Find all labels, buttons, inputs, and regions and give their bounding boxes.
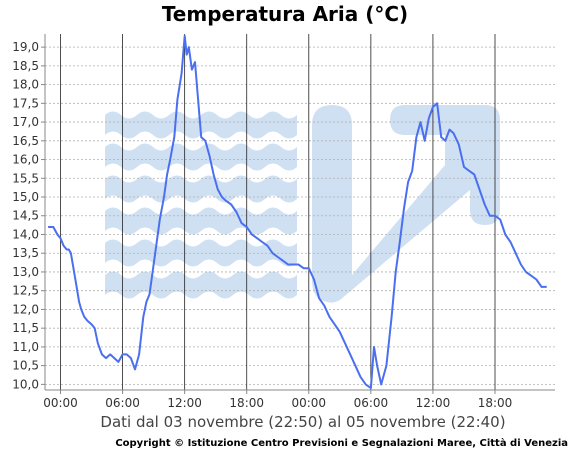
y-tick-label: 16,0 (12, 153, 39, 167)
x-tick-label: 06:00 (354, 396, 389, 410)
y-tick-label: 11,5 (12, 321, 39, 335)
y-tick-label: 10,5 (12, 359, 39, 373)
temperature-series (48, 34, 547, 390)
y-tick-label: 14,5 (12, 209, 39, 223)
x-tick-label: 00:00 (43, 396, 78, 410)
x-tick-label: 00:00 (291, 396, 326, 410)
watermark-check-shape (312, 105, 500, 303)
x-tick-label: 12:00 (416, 396, 451, 410)
x-axis-ticks: 00:00 06:00 12:00 18:00 00:00 06:00 12:00 18:00 (43, 390, 512, 410)
y-tick-label: 16,5 (12, 134, 39, 148)
series-line (48, 34, 547, 390)
y-tick-label: 14,0 (12, 227, 39, 241)
y-tick-label: 18,0 (12, 78, 39, 92)
watermark-wave (105, 207, 297, 235)
y-tick-label: 17,5 (12, 96, 39, 110)
y-tick-label: 15,5 (12, 171, 39, 185)
y-tick-label: 12,5 (12, 284, 39, 298)
vertical-gridlines (60, 34, 496, 390)
y-tick-label: 12,0 (12, 302, 39, 316)
y-tick-label: 11,0 (12, 340, 39, 354)
y-tick-label: 17,0 (12, 115, 39, 129)
y-tick-label: 15,0 (12, 190, 39, 204)
copyright-text: Copyright © Istituzione Centro Prevision… (115, 437, 568, 449)
y-tick-label: 13,5 (12, 246, 39, 260)
chart-title: Temperatura Aria (°C) (162, 2, 408, 26)
y-tick-label: 19,0 (12, 40, 39, 54)
x-tick-label: 18:00 (229, 396, 264, 410)
watermark-wave (105, 143, 297, 171)
horizontal-gridlines (45, 46, 555, 385)
watermark-wave (105, 175, 297, 203)
y-tick-label: 10,0 (12, 377, 39, 391)
y-axis-ticks: 10,0 10,5 11,0 11,5 12,0 12,5 13,0 13,5 14,0 14,5… (12, 40, 45, 391)
y-tick-label: 18,5 (12, 59, 39, 73)
watermark-wave (105, 271, 297, 299)
x-tick-label: 18:00 (478, 396, 513, 410)
x-tick-label: 12:00 (167, 396, 202, 410)
y-tick-label: 13,0 (12, 265, 39, 279)
x-tick-label: 06:00 (105, 396, 140, 410)
x-axis-label: Dati dal 03 novembre (22:50) al 05 novem… (100, 413, 505, 431)
